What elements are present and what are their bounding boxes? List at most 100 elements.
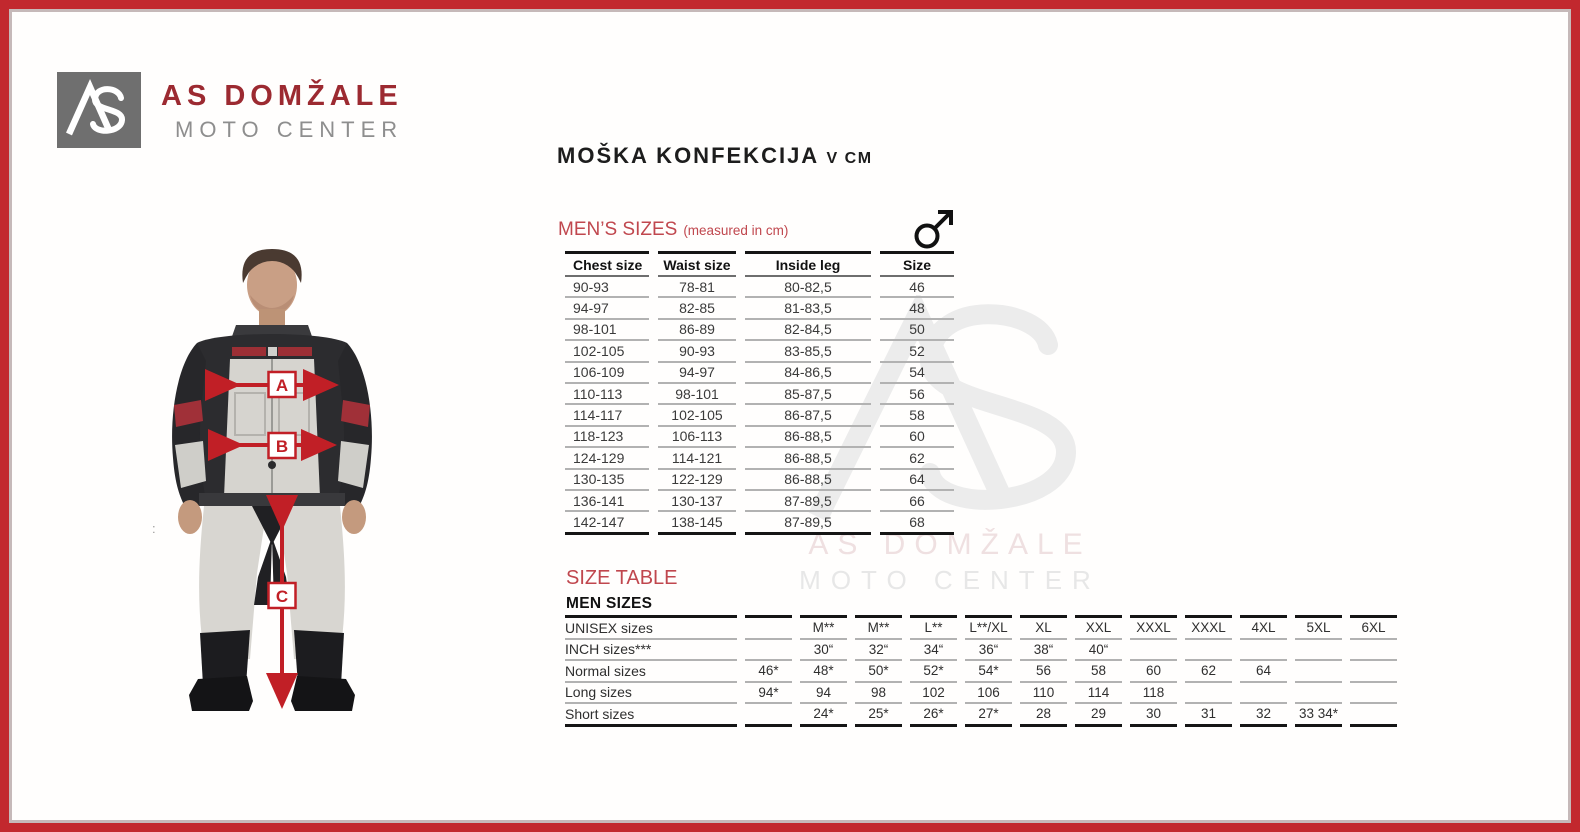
table-row: 94-97 82-85 81-83,5 48 <box>565 298 954 320</box>
table-cell <box>1295 661 1342 683</box>
page-title-suffix: v cm <box>826 150 873 167</box>
column-header: Inside leg <box>745 251 871 277</box>
row-label: Short sizes <box>565 704 737 727</box>
table-cell: 86-89 <box>658 320 736 342</box>
table-cell <box>745 640 792 661</box>
table-cell <box>1350 704 1397 727</box>
table-cell: 78-81 <box>658 277 736 299</box>
table-cell: 94* <box>745 683 792 704</box>
table-row: 118-123 106-113 86-88,5 60 <box>565 427 954 449</box>
table-cell: 58 <box>1075 661 1122 683</box>
table-row: 124-129 114-121 86-88,5 62 <box>565 448 954 470</box>
mens-sizes-heading-text: MEN’S SIZES <box>558 219 678 240</box>
table-cell: 86-88,5 <box>745 470 871 491</box>
table-row: Short sizes 24* 25* 26* 27* 28 29 30 31 32 33 34* <box>565 704 1397 727</box>
table-cell <box>1295 640 1342 661</box>
table-cell: 24* <box>800 704 847 727</box>
table-cell: 48* <box>800 661 847 683</box>
table-cell: 40“ <box>1075 640 1122 661</box>
size-table-subheading: MEN SIZES <box>566 595 653 612</box>
table-cell: 32“ <box>855 640 902 661</box>
size-table-heading: SIZE TABLE <box>566 567 678 589</box>
table-cell: 124-129 <box>565 448 649 470</box>
table-cell: 62 <box>1185 661 1232 683</box>
row-label: Normal sizes <box>565 661 737 683</box>
table-cell: 86-87,5 <box>745 405 871 427</box>
table-cell: 64 <box>880 470 954 491</box>
table-cell: 27* <box>965 704 1012 727</box>
mens-sizes-heading: MEN’S SIZES (measured in cm) <box>558 219 788 241</box>
table-cell <box>1350 640 1397 661</box>
chest-label-text: A <box>276 376 288 395</box>
table-cell: 136-141 <box>565 491 649 513</box>
table-cell: 94-97 <box>565 298 649 320</box>
table-cell <box>1350 683 1397 704</box>
table-cell: 106-109 <box>565 363 649 384</box>
table-row: 142-147 138-145 87-89,5 68 <box>565 512 954 535</box>
table-cell: 98-101 <box>565 320 649 342</box>
table-cell: 58 <box>880 405 954 427</box>
figure-right-boot <box>291 676 355 711</box>
table-cell: 28 <box>1020 704 1067 727</box>
table-cell: 66 <box>880 491 954 513</box>
table-cell: 114-117 <box>565 405 649 427</box>
measurement-figure: : A B C <box>152 249 372 711</box>
table-cell: 46 <box>880 277 954 299</box>
size-table: UNISEX sizes M** M** L** L**/XL XL XXL XXXL XXXL… <box>565 615 1397 727</box>
table-cell: 82-84,5 <box>745 320 871 342</box>
table-cell: 54* <box>965 661 1012 683</box>
table-cell: XXXL <box>1130 615 1177 640</box>
table-cell: 5XL <box>1295 615 1342 640</box>
table-cell: 102-105 <box>658 405 736 427</box>
table-cell: 6XL <box>1350 615 1397 640</box>
table-cell: 138-145 <box>658 512 736 535</box>
table-cell: 32 <box>1240 704 1287 727</box>
table-cell <box>745 615 792 640</box>
table-cell: 84-86,5 <box>745 363 871 384</box>
column-header: Waist size <box>658 251 736 277</box>
table-header-row: Chest size Waist size Inside leg Size <box>565 251 954 277</box>
table-cell: 33 34* <box>1295 704 1342 727</box>
waist-label-text: B <box>276 437 288 456</box>
table-row: INCH sizes*** 30“ 32“ 34“ 36“ 38“ 40“ <box>565 640 1397 661</box>
page-title: MOŠKA KONFEKCIJA v cm <box>557 143 873 169</box>
table-cell: 80-82,5 <box>745 277 871 299</box>
table-cell: 36“ <box>965 640 1012 661</box>
table-cell: 110 <box>1020 683 1067 704</box>
table-row: 102-105 90-93 83-85,5 52 <box>565 341 954 363</box>
table-cell: 60 <box>880 427 954 449</box>
table-cell: 4XL <box>1240 615 1287 640</box>
table-row: 106-109 94-97 84-86,5 54 <box>565 363 954 384</box>
table-cell: M** <box>855 615 902 640</box>
table-cell: 68 <box>880 512 954 535</box>
table-cell: 56 <box>880 384 954 406</box>
figure-right-hand <box>342 500 366 534</box>
table-cell <box>1240 640 1287 661</box>
table-cell: 82-85 <box>658 298 736 320</box>
brand-monogram-icon <box>57 72 141 148</box>
table-cell: 38“ <box>1020 640 1067 661</box>
table-cell: 102-105 <box>565 341 649 363</box>
table-cell: L** <box>910 615 957 640</box>
row-label: Long sizes <box>565 683 737 704</box>
inside-leg-label-text: C <box>276 587 288 606</box>
table-cell: 94-97 <box>658 363 736 384</box>
table-cell: 102 <box>910 683 957 704</box>
table-cell: 48 <box>880 298 954 320</box>
column-header: Size <box>880 251 954 277</box>
table-cell: 30“ <box>800 640 847 661</box>
chest-label: A <box>267 370 297 399</box>
page-title-main: MOŠKA KONFEKCIJA <box>557 143 819 168</box>
table-cell: 52* <box>910 661 957 683</box>
brand-logo: AS DOMŽALE MOTO CENTER <box>57 72 403 148</box>
table-row: 114-117 102-105 86-87,5 58 <box>565 405 954 427</box>
table-cell <box>1130 640 1177 661</box>
table-cell: 122-129 <box>658 470 736 491</box>
brand-subtitle: MOTO CENTER <box>175 117 404 142</box>
table-cell: 81-83,5 <box>745 298 871 320</box>
table-cell: 50* <box>855 661 902 683</box>
table-cell: 114-121 <box>658 448 736 470</box>
male-symbol-icon <box>914 210 953 249</box>
table-cell: 31 <box>1185 704 1232 727</box>
